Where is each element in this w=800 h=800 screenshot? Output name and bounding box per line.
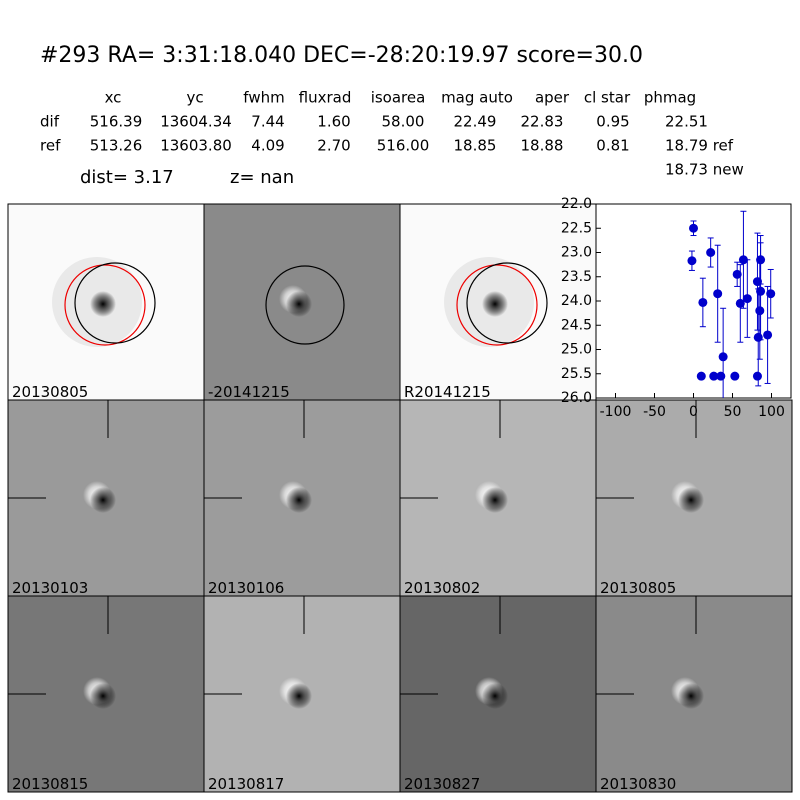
source-dark [482,291,508,317]
cell: 2.70 [317,137,350,155]
x-tick-label: 0 [689,404,698,420]
point [756,286,766,296]
column-header: phmag [644,89,696,107]
column-header: isoarea [371,89,426,107]
point [687,256,697,266]
y-tick-label: 22.0 [561,196,592,212]
phmag-new: 18.73 new [665,161,744,179]
y-tick-label: 24.5 [561,317,592,333]
y-tick-label: 23.5 [561,269,592,285]
source-dark [678,487,704,513]
column-header: cl star [584,89,631,107]
cell: 18.88 [521,137,564,155]
point [689,223,698,233]
plot-clip [687,210,776,398]
point [732,269,742,279]
row-label: dif [40,113,60,131]
x-tick-label: -50 [643,404,666,420]
cell: 22.51 [665,113,708,131]
cell: 0.81 [596,137,629,155]
point [752,371,762,381]
point [735,298,745,308]
point [753,332,763,342]
cell: 18.85 [454,137,497,155]
point [763,330,773,340]
cell: 22.83 [521,113,564,131]
row-label: ref [40,137,61,155]
cell: 7.44 [251,113,284,131]
y-tick-label: 23.0 [561,245,592,261]
stamp-label: -20141215 [208,383,290,401]
stamp-label: 20130805 [12,383,88,401]
point [742,294,752,304]
point [716,371,726,381]
cell: 1.60 [317,113,350,131]
stamp-label: 20130815 [12,775,88,793]
cell: 0.95 [596,113,629,131]
point [718,352,728,362]
dist: dist= 3.17 [80,167,174,188]
cell: 513.26 [90,137,143,155]
point [738,255,748,265]
x-tick-label: 100 [758,404,785,420]
point [706,248,716,257]
source-dark [286,487,312,513]
cell: 58.00 [382,113,425,131]
point [713,289,723,299]
cell: 18.79 ref [665,137,734,155]
column-header: yc [186,89,203,107]
aperture-ref [64,264,146,346]
stamp-label: 20130827 [404,775,480,793]
column-header: fwhm [243,89,284,107]
aperture [74,262,156,344]
stamp-label: 20130805 [600,579,676,597]
source-dark [90,487,116,513]
point [755,306,765,316]
column-header: xc [105,89,122,107]
x-tick-label: -100 [600,404,632,420]
point [696,371,706,381]
source-dark [482,487,508,513]
source-dark [286,291,312,317]
stamp-label: R20141215 [404,383,491,401]
aperture-ref [456,264,538,346]
source-dark [90,291,116,317]
source-dark [678,683,704,709]
cell: 516.00 [377,137,430,155]
stamp-label: 20130817 [208,775,284,793]
point [730,371,740,381]
title: #293 RA= 3:31:18.040 DEC=-28:20:19.97 sc… [40,43,643,68]
point [766,289,776,299]
stamp-label: 20130830 [600,775,676,793]
y-tick-label: 25.0 [561,342,592,358]
stamp-label: 20130103 [12,579,88,597]
cell: 22.49 [454,113,497,131]
column-header: fluxrad [299,89,352,107]
y-tick-label: 22.5 [561,220,592,236]
source-dark [90,683,116,709]
column-header: aper [535,89,570,107]
point [698,297,708,307]
x-tick-label: 50 [724,404,742,420]
stamp-label: 20130802 [404,579,480,597]
source-dark [482,683,508,709]
source-dark [286,683,312,709]
y-tick-label: 25.5 [561,366,592,382]
point [709,371,719,381]
stamp-label: 20130106 [208,579,284,597]
cell: 516.39 [90,113,143,131]
cell: 13604.34 [160,113,232,131]
cell: 13603.80 [160,137,232,155]
y-tick-label: 24.0 [561,293,592,309]
aperture [265,265,345,345]
column-header: mag auto [441,89,513,107]
aperture [466,262,548,344]
redshift: z= nan [230,167,294,188]
cell: 4.09 [251,137,284,155]
y-tick-label: 26.0 [561,390,592,406]
